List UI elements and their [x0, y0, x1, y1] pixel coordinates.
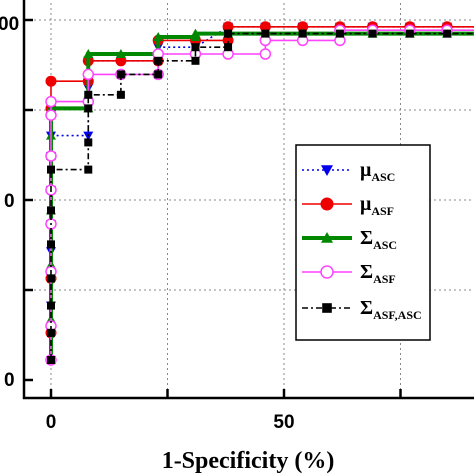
data-point — [47, 356, 55, 364]
data-point — [405, 29, 414, 38]
data-point — [190, 28, 201, 38]
data-point — [82, 68, 95, 81]
data-point — [259, 48, 272, 60]
data-point — [191, 56, 200, 65]
data-point — [47, 301, 55, 310]
y-tick-label-bottom: 0 — [4, 370, 15, 391]
data-point — [298, 29, 307, 38]
data-point — [47, 165, 55, 174]
data-point — [45, 150, 57, 162]
data-point — [191, 43, 200, 52]
data-point — [322, 303, 332, 313]
legend-symbol: μ — [360, 159, 372, 181]
data-point — [84, 165, 93, 174]
x-tick-label-0: 0 — [46, 412, 57, 433]
series-layer — [45, 21, 474, 366]
data-point — [224, 29, 233, 38]
y-tick-label-mid: 0 — [4, 191, 15, 212]
legend-symbol: Σ — [360, 261, 373, 283]
data-point — [224, 43, 233, 52]
data-point — [321, 232, 333, 243]
data-point — [154, 70, 163, 79]
data-point — [45, 109, 57, 121]
legend-label: ΣASC — [360, 227, 397, 252]
data-point — [45, 95, 57, 108]
x-tick-label-1: 50 — [273, 412, 294, 433]
data-point — [47, 328, 55, 337]
legend-symbol: Σ — [360, 227, 373, 249]
data-point — [47, 240, 55, 249]
data-point — [335, 29, 344, 38]
data-point — [45, 75, 57, 87]
legend-symbol: Σ — [360, 297, 373, 319]
series-4 — [47, 29, 474, 364]
legend-subscript: ASC — [373, 238, 397, 252]
y-tick-label-top: 00 — [0, 14, 19, 35]
axes: 0 50 — [24, 18, 402, 433]
data-point — [320, 197, 334, 211]
data-point — [47, 274, 55, 283]
data-point — [368, 29, 377, 38]
data-point — [320, 265, 334, 279]
legend-subscript: ASF — [371, 204, 394, 218]
data-point — [154, 56, 163, 65]
legend-subscript: ASF,ASC — [373, 308, 422, 322]
legend-subscript: ASF — [373, 272, 396, 286]
series-line — [50, 32, 474, 360]
legend-label: ΣASF,ASC — [360, 297, 422, 322]
data-point — [321, 165, 333, 176]
data-point — [153, 32, 164, 41]
legend-label: ΣASF — [360, 261, 396, 286]
data-point — [116, 70, 125, 79]
data-point — [84, 104, 93, 113]
data-point — [261, 29, 270, 38]
data-point — [116, 90, 125, 99]
plot-frame — [22, 0, 474, 400]
data-point — [443, 29, 452, 38]
data-point — [115, 49, 126, 58]
legend-label: μASF — [360, 193, 394, 218]
legend-subscript: ASC — [371, 170, 395, 184]
x-axis-label: 1-Specificity (%) — [162, 448, 335, 474]
data-point — [84, 90, 93, 99]
data-point — [84, 138, 93, 147]
legend-label: μASC — [360, 159, 395, 184]
legend-symbol: μ — [360, 193, 372, 215]
data-point — [47, 206, 55, 215]
data-point — [83, 49, 94, 58]
